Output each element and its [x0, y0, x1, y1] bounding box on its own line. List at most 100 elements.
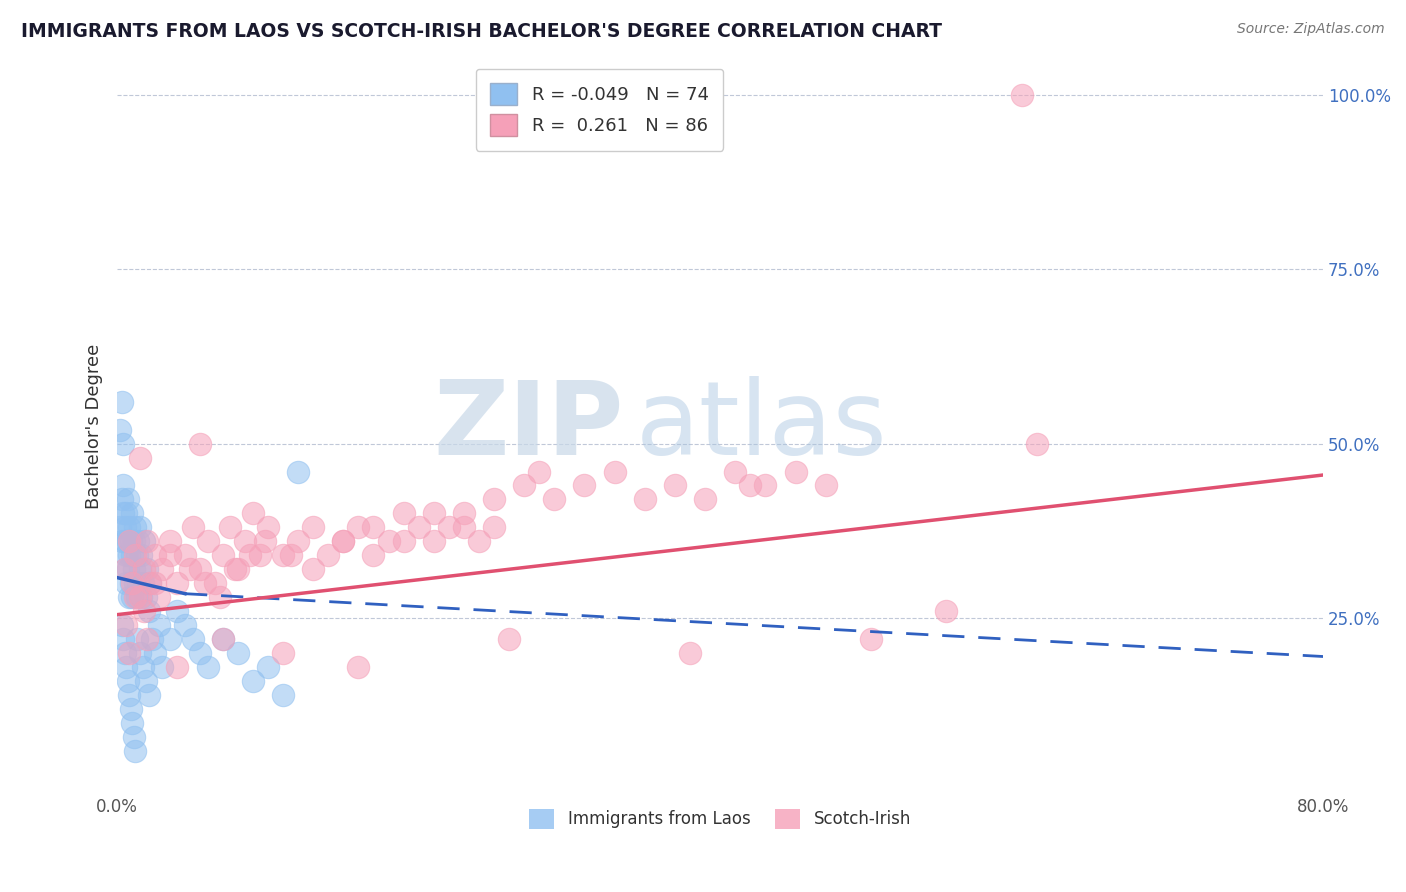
Point — [134, 534, 156, 549]
Point — [121, 549, 143, 563]
Point — [724, 465, 747, 479]
Point — [679, 646, 702, 660]
Point — [112, 507, 135, 521]
Point — [121, 507, 143, 521]
Point — [118, 534, 141, 549]
Point — [211, 632, 233, 646]
Point — [188, 436, 211, 450]
Point — [118, 520, 141, 534]
Point — [197, 534, 219, 549]
Point — [188, 562, 211, 576]
Point — [108, 520, 131, 534]
Point — [174, 618, 197, 632]
Point — [143, 646, 166, 660]
Point — [131, 549, 153, 563]
Point — [437, 520, 460, 534]
Point — [125, 590, 148, 604]
Point — [347, 520, 370, 534]
Point — [141, 632, 163, 646]
Point — [174, 549, 197, 563]
Point — [543, 492, 565, 507]
Point — [211, 549, 233, 563]
Point — [112, 478, 135, 492]
Point — [181, 632, 204, 646]
Legend: Immigrants from Laos, Scotch-Irish: Immigrants from Laos, Scotch-Irish — [523, 802, 918, 836]
Point — [377, 534, 399, 549]
Point — [166, 604, 188, 618]
Point — [124, 576, 146, 591]
Point — [316, 549, 339, 563]
Point — [211, 632, 233, 646]
Point — [197, 660, 219, 674]
Point — [249, 549, 271, 563]
Point — [136, 632, 159, 646]
Point — [179, 562, 201, 576]
Point — [128, 590, 150, 604]
Point — [128, 562, 150, 576]
Point — [194, 576, 217, 591]
Point — [242, 507, 264, 521]
Point — [529, 465, 551, 479]
Point — [120, 534, 142, 549]
Point — [115, 618, 138, 632]
Point — [453, 507, 475, 521]
Point — [139, 576, 162, 591]
Point — [121, 715, 143, 730]
Point — [115, 660, 138, 674]
Point — [117, 673, 139, 688]
Point — [114, 520, 136, 534]
Point — [138, 688, 160, 702]
Point — [257, 520, 280, 534]
Point — [122, 562, 145, 576]
Point — [219, 520, 242, 534]
Point — [111, 618, 134, 632]
Point — [114, 562, 136, 576]
Point — [115, 549, 138, 563]
Point — [574, 478, 596, 492]
Point — [392, 534, 415, 549]
Text: Source: ZipAtlas.com: Source: ZipAtlas.com — [1237, 22, 1385, 37]
Point — [135, 590, 157, 604]
Point — [453, 520, 475, 534]
Point — [859, 632, 882, 646]
Point — [302, 520, 325, 534]
Point — [127, 576, 149, 591]
Point — [513, 478, 536, 492]
Point — [128, 646, 150, 660]
Point — [1011, 87, 1033, 102]
Point — [302, 562, 325, 576]
Point — [120, 576, 142, 591]
Point — [131, 590, 153, 604]
Point — [115, 507, 138, 521]
Point — [127, 534, 149, 549]
Point — [139, 576, 162, 591]
Point — [128, 450, 150, 465]
Point — [422, 507, 444, 521]
Point — [159, 534, 181, 549]
Point — [280, 549, 302, 563]
Point — [482, 520, 505, 534]
Point — [118, 549, 141, 563]
Point — [117, 562, 139, 576]
Point — [224, 562, 246, 576]
Point — [143, 576, 166, 591]
Point — [188, 646, 211, 660]
Point — [233, 534, 256, 549]
Point — [118, 688, 141, 702]
Point — [693, 492, 716, 507]
Point — [124, 520, 146, 534]
Point — [634, 492, 657, 507]
Point — [121, 576, 143, 591]
Point — [208, 590, 231, 604]
Point — [135, 673, 157, 688]
Point — [111, 394, 134, 409]
Point — [138, 604, 160, 618]
Y-axis label: Bachelor's Degree: Bachelor's Degree — [86, 343, 103, 508]
Point — [347, 660, 370, 674]
Point — [117, 534, 139, 549]
Point — [118, 646, 141, 660]
Point — [159, 632, 181, 646]
Point — [166, 660, 188, 674]
Point — [148, 590, 170, 604]
Point — [136, 562, 159, 576]
